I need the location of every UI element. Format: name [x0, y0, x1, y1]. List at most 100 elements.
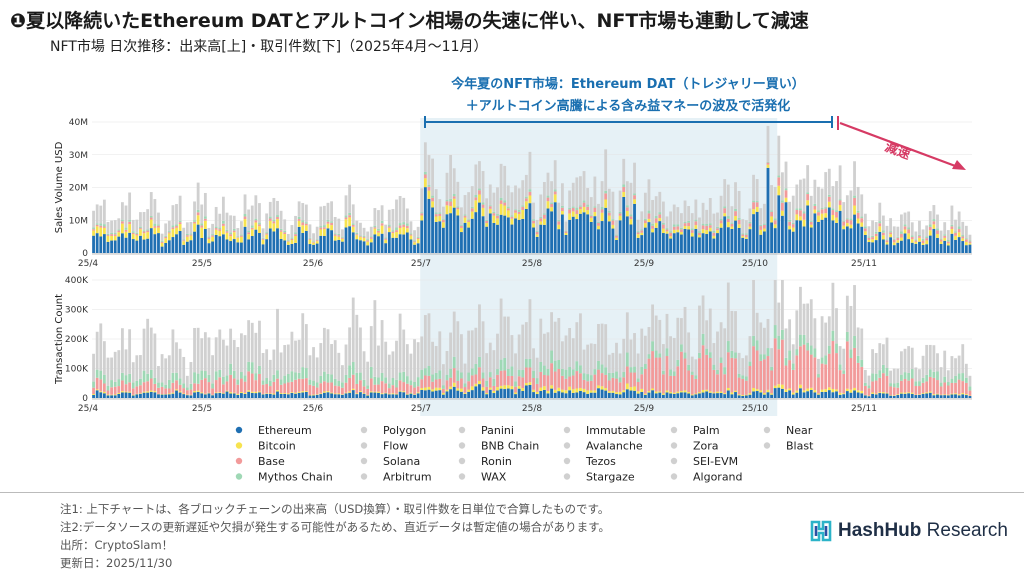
tx-bar-mythos — [928, 369, 932, 377]
tx-bar-bitcoin — [892, 395, 896, 396]
volume-bar-bitcoin — [874, 236, 878, 241]
tx-bar-base — [903, 378, 907, 393]
tx-bar-bitcoin — [539, 387, 543, 391]
volume-bar-base — [196, 212, 200, 216]
tx-bar-bitcoin — [827, 387, 831, 391]
tx-bar-mythos — [907, 372, 911, 381]
volume-bar-other — [766, 125, 770, 162]
volume-bar-base — [488, 206, 492, 209]
tx-bar-bitcoin — [600, 386, 604, 390]
tx-bar-bitcoin — [928, 391, 932, 393]
volume-bar-mythos — [330, 221, 333, 223]
volume-bar-ethereum — [160, 246, 164, 253]
volume-bar-base — [102, 226, 106, 228]
tx-bar-mythos — [157, 382, 160, 388]
volume-bar-ethereum — [344, 227, 348, 253]
volume-bar-bitcoin — [110, 235, 113, 241]
volume-bar-other — [535, 219, 539, 231]
tx-bar-ethereum — [395, 394, 398, 398]
tx-bar-mythos — [809, 345, 813, 355]
tx-bar-other — [964, 363, 968, 378]
volume-bar-mythos — [200, 223, 204, 226]
tx-bar-mythos — [286, 373, 290, 383]
tx-bar-mythos — [431, 374, 434, 382]
volume-bar-ethereum — [597, 229, 600, 253]
volume-bar-base — [712, 232, 716, 236]
tx-bar-base — [348, 377, 352, 392]
tx-bar-base — [950, 382, 954, 394]
volume-bar-bitcoin — [698, 235, 701, 238]
volume-bar-mythos — [131, 231, 135, 233]
volume-bar-base — [680, 229, 683, 232]
volume-bar-mythos — [207, 236, 211, 238]
volume-bar-other — [117, 218, 121, 230]
volume-bar-other — [712, 213, 716, 232]
tx-bar-mythos — [835, 343, 838, 354]
tx-bar-ethereum — [946, 395, 950, 398]
volume-bar-base — [665, 229, 669, 232]
tx-bar-mythos — [268, 380, 272, 387]
volume-bar-bitcoin — [791, 227, 795, 232]
tx-bar-base — [607, 380, 611, 392]
volume-bar-mythos — [831, 208, 835, 211]
volume-bar-other — [337, 218, 341, 234]
tx-bar-base — [182, 388, 186, 394]
volume-bar-other — [708, 198, 712, 224]
volume-bar-ethereum — [532, 227, 535, 253]
volume-bar-other — [781, 172, 784, 201]
volume-bar-ethereum — [232, 239, 236, 253]
volume-bar-base — [434, 214, 438, 217]
tx-bar-other — [705, 320, 709, 349]
tx-bar-bitcoin — [506, 385, 510, 389]
tx-bar-mythos — [297, 372, 301, 379]
tx-bar-bitcoin — [615, 392, 618, 395]
tx-bar-bitcoin — [283, 393, 287, 394]
tx-bar-bitcoin — [817, 393, 820, 395]
tx-bar-bitcoin — [903, 392, 907, 394]
volume-bar-other — [665, 216, 669, 229]
tx-bar-bitcoin — [153, 391, 157, 393]
tx-bar-other — [561, 341, 564, 369]
volume-bar-bitcoin — [142, 233, 146, 240]
volume-bar-other — [470, 186, 474, 207]
volume-bar-ethereum — [579, 213, 582, 253]
tx-bar-base — [698, 358, 701, 393]
volume-bar-mythos — [304, 222, 308, 224]
tx-bar-other — [514, 353, 517, 382]
volume-bar-base — [615, 235, 618, 238]
volume-bar-base — [290, 238, 294, 241]
volume-bar-ethereum — [528, 203, 532, 253]
volume-bar-bitcoin — [661, 228, 665, 234]
tx-bar-ethereum — [773, 388, 777, 398]
volume-bar-mythos — [802, 211, 806, 214]
volume-bar-ethereum — [723, 216, 727, 253]
volume-bar-mythos — [261, 237, 265, 239]
tx-bar-bitcoin — [178, 391, 182, 393]
volume-bar-mythos — [247, 230, 251, 233]
volume-bar-mythos — [182, 239, 186, 241]
volume-bar-base — [128, 221, 132, 225]
volume-bar-base — [258, 224, 261, 227]
volume-bar-base — [175, 226, 178, 228]
tx-bar-ethereum — [488, 389, 492, 398]
tx-bar-bitcoin — [434, 387, 438, 391]
tx-bar-ethereum — [95, 390, 99, 398]
tx-bar-ethereum — [434, 390, 438, 398]
volume-bar-other — [561, 183, 564, 206]
volume-bar-bitcoin — [301, 225, 305, 233]
tx-bar-bitcoin — [824, 389, 828, 392]
volume-bar-mythos — [878, 221, 882, 224]
tx-bar-ethereum — [492, 393, 496, 398]
volume-bar-base — [369, 237, 373, 239]
volume-bar-bitcoin — [542, 218, 546, 225]
volume-bar-ethereum — [665, 233, 669, 253]
tx-bar-ethereum — [943, 395, 947, 398]
tx-bar-base — [157, 387, 160, 394]
tx-bar-mythos — [863, 382, 867, 386]
volume-bar-ethereum — [874, 240, 878, 253]
tx-bar-bitcoin — [781, 384, 784, 389]
tx-bar-bitcoin — [813, 390, 817, 393]
volume-bar-base — [384, 238, 388, 240]
volume-bar-bitcoin — [777, 185, 781, 196]
volume-bar-mythos — [496, 214, 499, 216]
